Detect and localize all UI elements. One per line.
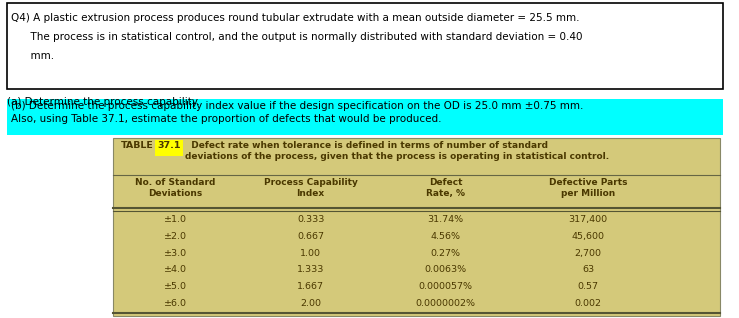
Text: No. of Standard
Deviations: No. of Standard Deviations [135, 178, 216, 198]
Text: 63: 63 [582, 266, 594, 274]
FancyBboxPatch shape [155, 140, 183, 156]
Text: 0.667: 0.667 [297, 232, 324, 241]
Text: 0.27%: 0.27% [431, 249, 460, 258]
Text: 0.0063%: 0.0063% [425, 266, 467, 274]
Text: 31.74%: 31.74% [428, 215, 464, 224]
Text: 0.57: 0.57 [578, 282, 599, 291]
FancyBboxPatch shape [113, 138, 720, 316]
Text: Q4) A plastic extrusion process produces round tubular extrudate with a mean out: Q4) A plastic extrusion process produces… [11, 13, 579, 23]
Text: Defective Parts
per Million: Defective Parts per Million [549, 178, 627, 198]
Text: 0.002: 0.002 [575, 299, 602, 308]
FancyBboxPatch shape [7, 3, 723, 89]
Text: 1.667: 1.667 [297, 282, 324, 291]
Text: 2,700: 2,700 [575, 249, 602, 258]
Text: 0.333: 0.333 [297, 215, 324, 224]
Text: ±3.0: ±3.0 [164, 249, 187, 258]
Text: 0.0000002%: 0.0000002% [416, 299, 476, 308]
Text: ±6.0: ±6.0 [164, 299, 187, 308]
Text: Process Capability
Index: Process Capability Index [264, 178, 358, 198]
Text: ±1.0: ±1.0 [164, 215, 187, 224]
FancyBboxPatch shape [7, 99, 723, 135]
Text: 1.00: 1.00 [300, 249, 321, 258]
Text: 1.333: 1.333 [297, 266, 324, 274]
Text: 4.56%: 4.56% [431, 232, 460, 241]
Text: ±5.0: ±5.0 [164, 282, 187, 291]
Text: ±4.0: ±4.0 [164, 266, 187, 274]
Text: Defect rate when tolerance is defined in terms of number of standard
deviations : Defect rate when tolerance is defined in… [185, 141, 609, 161]
Text: mm.: mm. [11, 51, 54, 61]
Text: 37.1: 37.1 [157, 141, 180, 150]
Text: (b) Determine the process capability index value if the design specification on : (b) Determine the process capability ind… [11, 101, 583, 124]
Text: 2.00: 2.00 [300, 299, 321, 308]
Text: TABLE: TABLE [120, 141, 154, 150]
Text: The process is in statistical control, and the output is normally distributed wi: The process is in statistical control, a… [11, 32, 582, 42]
Text: 0.000057%: 0.000057% [419, 282, 473, 291]
Text: 317,400: 317,400 [569, 215, 607, 224]
Text: Defect
Rate, %: Defect Rate, % [426, 178, 466, 198]
Text: ±2.0: ±2.0 [164, 232, 187, 241]
Text: (a) Determine the process capability.: (a) Determine the process capability. [7, 97, 200, 107]
Text: 45,600: 45,600 [572, 232, 605, 241]
